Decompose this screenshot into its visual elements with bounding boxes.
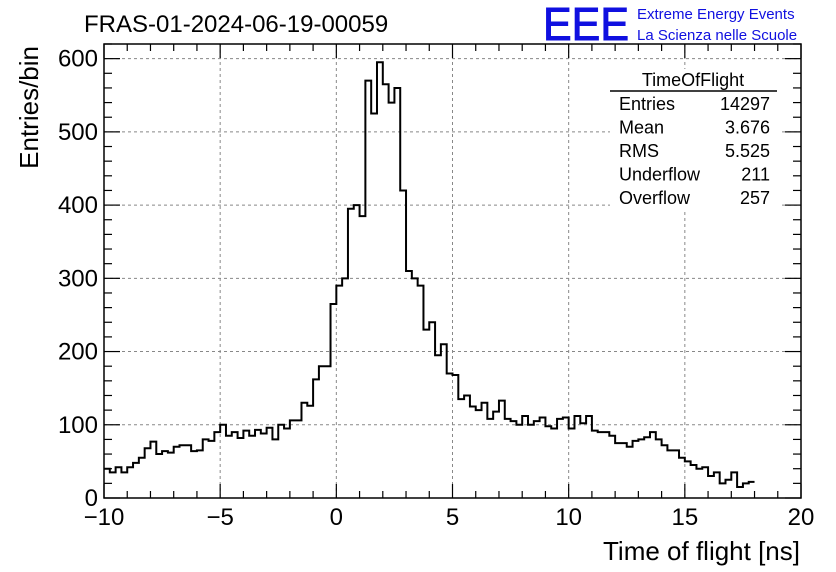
x-tick-label: 20 [788,504,815,531]
axis-ticks [103,43,802,499]
logo-line-1: Extreme Energy Events [637,6,795,23]
stats-box: TimeOfFlight Entries 14297 Mean 3.676 RMS 5.5… [610,69,780,209]
x-axis-label: Time of flight [ns] [603,536,800,566]
histogram-line [104,61,755,489]
stats-row-value: 211 [741,165,770,185]
y-tick-label: 600 [58,46,98,73]
stats-title: TimeOfFlight [642,70,744,90]
y-tick-labels: 0 100 200 300 400 500 600 [58,46,98,512]
stats-row-value: 5.525 [725,141,770,161]
y-tick-label: 500 [58,119,98,146]
stats-row-label: Overflow [619,188,691,208]
x-tick-label: 15 [671,504,698,531]
stats-row-label: RMS [619,141,659,161]
x-tick-label: −10 [84,504,125,531]
stats-row-label: Underflow [619,165,701,185]
stats-row-value: 257 [740,188,770,208]
chart-title: FRAS-01-2024-06-19-00059 [84,11,388,38]
x-tick-label: 5 [446,504,459,531]
y-tick-label: 100 [58,412,98,439]
logo-line-2: La Scienza nelle Scuole [637,27,797,44]
plot-frame [103,43,802,499]
x-tick-label: 10 [555,504,582,531]
stats-row-label: Mean [619,118,664,138]
y-axis-label: Entries/bin [14,46,44,169]
stats-row-value: 3.676 [725,118,770,138]
x-tick-label: 0 [330,504,343,531]
stats-row-label: Entries [619,94,675,114]
x-tick-labels: −10 −5 0 5 10 15 20 [84,504,815,531]
logo-mark: EEE [543,0,629,50]
x-tick-label: −5 [206,504,233,531]
eee-logo: EEE Extreme Energy Events La Scienza nel… [543,0,798,51]
y-tick-label: 300 [58,265,98,292]
stats-row-value: 14297 [720,94,770,114]
y-tick-label: 400 [58,192,98,219]
y-tick-label: 0 [85,485,98,512]
y-tick-label: 200 [58,339,98,366]
